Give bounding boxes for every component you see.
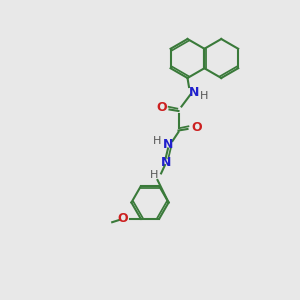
- Text: O: O: [117, 212, 128, 225]
- Text: O: O: [191, 121, 202, 134]
- Text: O: O: [157, 101, 167, 115]
- Text: N: N: [189, 85, 199, 99]
- Text: N: N: [160, 156, 171, 169]
- Text: H: H: [200, 91, 208, 101]
- Text: N: N: [163, 138, 173, 152]
- Text: H: H: [150, 169, 159, 180]
- Text: H: H: [152, 136, 161, 146]
